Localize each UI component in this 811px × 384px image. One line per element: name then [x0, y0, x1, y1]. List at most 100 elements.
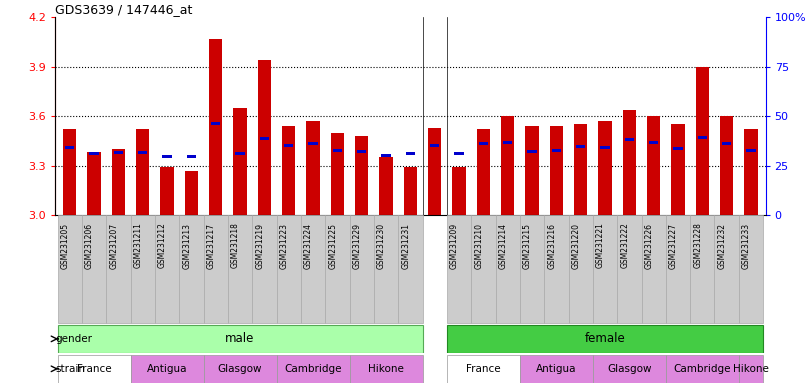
Bar [477, 129, 490, 215]
Bar [503, 141, 513, 144]
Bar [284, 144, 294, 147]
Bar [88, 152, 101, 215]
Bar [617, 215, 642, 323]
Bar [623, 109, 636, 215]
Bar [600, 146, 610, 149]
Text: strain: strain [55, 364, 85, 374]
Text: GSM231211: GSM231211 [134, 223, 143, 268]
Bar [647, 116, 660, 215]
Bar [131, 215, 155, 323]
Bar [350, 215, 374, 323]
Bar [642, 215, 666, 323]
Bar [697, 136, 707, 139]
Bar [260, 137, 269, 140]
Bar [155, 215, 179, 323]
Text: GSM231226: GSM231226 [645, 223, 654, 268]
Bar [696, 67, 709, 215]
Bar [739, 355, 763, 382]
Bar [574, 124, 587, 215]
Bar [447, 325, 763, 353]
Text: GSM231210: GSM231210 [474, 223, 483, 268]
Text: Cambridge: Cambridge [285, 364, 341, 374]
Text: male: male [225, 333, 255, 345]
Text: Hikone: Hikone [368, 364, 404, 374]
Bar [65, 146, 75, 149]
Text: GSM231225: GSM231225 [328, 223, 337, 268]
Text: GSM231233: GSM231233 [742, 223, 751, 269]
Text: GSM231214: GSM231214 [499, 223, 508, 268]
Bar [501, 116, 514, 215]
Bar [112, 149, 125, 215]
Bar [228, 215, 252, 323]
Text: GSM231209: GSM231209 [450, 223, 459, 269]
Bar [89, 152, 99, 155]
Bar [649, 141, 659, 144]
Bar [355, 136, 368, 215]
Bar [576, 145, 586, 148]
Text: France: France [77, 364, 111, 374]
Bar [114, 151, 123, 154]
Bar [161, 167, 174, 215]
Bar [204, 355, 277, 382]
Text: GDS3639 / 147446_at: GDS3639 / 147446_at [55, 3, 192, 16]
Bar [63, 129, 76, 215]
Bar [204, 215, 228, 323]
Bar [82, 215, 106, 323]
Bar [526, 126, 539, 215]
Bar [666, 215, 690, 323]
Bar [325, 215, 350, 323]
Text: gender: gender [55, 334, 92, 344]
Bar [209, 39, 222, 215]
Bar [593, 215, 617, 323]
Bar [252, 215, 277, 323]
Bar [690, 215, 714, 323]
Bar [453, 167, 466, 215]
Text: GSM231207: GSM231207 [109, 223, 118, 269]
Text: GSM231206: GSM231206 [85, 223, 94, 269]
Bar [520, 355, 593, 382]
Bar [136, 129, 149, 215]
Bar [428, 128, 441, 215]
Bar [277, 215, 301, 323]
Bar [398, 215, 423, 323]
Bar [106, 215, 131, 323]
Bar [569, 215, 593, 323]
Bar [301, 215, 325, 323]
Bar [544, 215, 569, 323]
Bar [282, 126, 295, 215]
Bar [331, 132, 344, 215]
Bar [380, 157, 393, 215]
Text: GSM231213: GSM231213 [182, 223, 191, 268]
Bar [374, 215, 398, 323]
Text: GSM231222: GSM231222 [620, 223, 629, 268]
Text: GSM231231: GSM231231 [401, 223, 410, 268]
Bar [307, 121, 320, 215]
Text: GSM231228: GSM231228 [693, 223, 702, 268]
Bar [162, 155, 172, 158]
Bar [58, 355, 131, 382]
Text: female: female [585, 333, 625, 345]
Text: GSM231220: GSM231220 [572, 223, 581, 268]
Text: GSM231215: GSM231215 [523, 223, 532, 268]
Bar [333, 149, 342, 152]
Text: GSM231230: GSM231230 [377, 223, 386, 269]
Bar [746, 149, 756, 152]
Text: Antigua: Antigua [147, 364, 187, 374]
Bar [185, 170, 198, 215]
Bar [714, 215, 739, 323]
Bar [277, 355, 350, 382]
Bar [308, 142, 318, 145]
Text: GSM231223: GSM231223 [280, 223, 289, 268]
Bar [350, 355, 423, 382]
Text: GSM231229: GSM231229 [353, 223, 362, 268]
Text: Antigua: Antigua [536, 364, 577, 374]
Bar [478, 142, 488, 145]
Bar [551, 149, 561, 152]
Bar [673, 147, 683, 151]
Text: GSM231232: GSM231232 [718, 223, 727, 268]
Bar [739, 215, 763, 323]
Bar [187, 155, 196, 158]
Bar [496, 215, 520, 323]
Text: France: France [466, 364, 500, 374]
Text: GSM231219: GSM231219 [255, 223, 264, 268]
